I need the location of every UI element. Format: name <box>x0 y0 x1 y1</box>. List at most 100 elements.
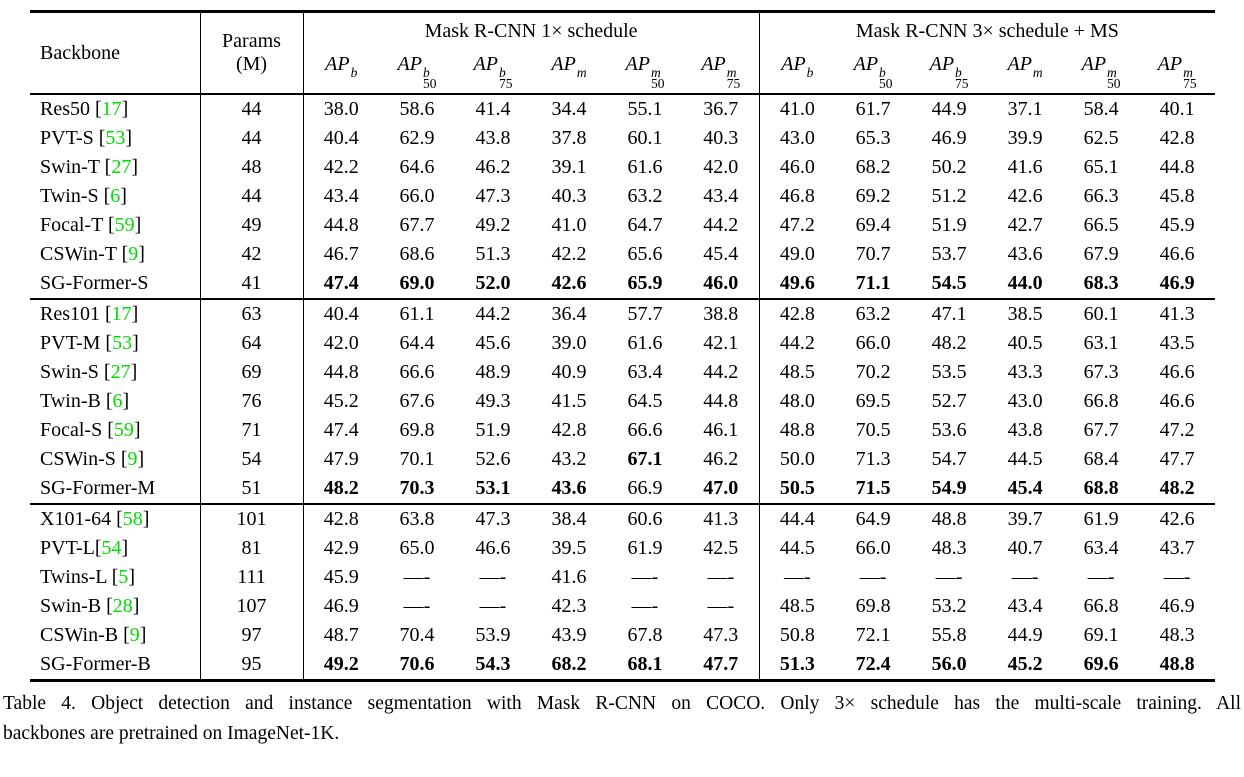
metric-cell: 61.1 <box>379 298 455 329</box>
metric-cell: 66.5 <box>1083 214 1119 236</box>
metric-cell: —- <box>403 595 431 617</box>
metric-cell: 42.2 <box>551 243 587 265</box>
backbone-cell: PVT-S [53] <box>30 124 201 153</box>
table-row: PVT-M [53] 64 42.0 64.4 45.6 39.0 61.6 42.1 44.2… <box>30 329 1215 358</box>
citation-link[interactable]: 54 <box>101 537 122 559</box>
metric-cell: 44.2 <box>455 298 531 329</box>
metric-header: AP b 50 <box>835 49 912 95</box>
citation-link[interactable]: 28 <box>112 595 133 617</box>
metric-cell: 43.7 <box>1159 537 1195 559</box>
metric-symbol: AP <box>781 53 806 75</box>
metric-cell: 65.9 <box>627 272 663 294</box>
citation-link[interactable]: 17 <box>101 98 122 120</box>
metric-cell: 48.8 <box>779 419 815 441</box>
metric-cell: 42.8 <box>759 298 836 329</box>
metric-cell: 39.5 <box>551 537 587 559</box>
metric-cell: 46.2 <box>475 156 511 178</box>
citation-link[interactable]: 27 <box>110 361 131 383</box>
metric-symbol: AP <box>701 53 726 75</box>
metric-symbol: AP <box>1081 53 1107 75</box>
metric-header: AP m <box>987 49 1064 95</box>
citation-link[interactable]: 17 <box>111 303 132 325</box>
metric-cell: —- <box>403 566 431 588</box>
schedule-3x-header: Mask R-CNN 3× schedule + MS <box>855 19 1119 42</box>
metric-subscript: 50 <box>879 76 893 91</box>
backbone-cell: Twins-L [5] <box>30 563 201 592</box>
metric-cell: 46.0 <box>779 156 815 178</box>
params-cell: 111 <box>200 563 304 592</box>
metric-cell: 60.6 <box>607 503 683 534</box>
metric-cell: 49.0 <box>779 243 815 265</box>
metric-cell: 69.4 <box>855 214 891 236</box>
metric-cell: 70.7 <box>855 243 891 265</box>
table-row: Twin-B [6] 76 45.2 67.6 49.3 41.5 64.5 44.8 48.0… <box>30 387 1215 416</box>
metric-cell: 44.2 <box>683 358 760 387</box>
table-row: Swin-B [28] 107 46.9 —- —- 42.3 —- —- 48.5 69.8 53… <box>30 592 1215 621</box>
citation-link[interactable]: 9 <box>128 243 139 265</box>
metric-sup-sub: b 75 <box>955 65 969 91</box>
table-row: X101-64 [58] 101 42.8 63.8 47.3 38.4 60.6 41.3 4… <box>30 503 1216 534</box>
citation-link[interactable]: 9 <box>129 624 140 646</box>
table-row: Res50 [17] 44 38.0 58.6 41.4 34.4 55.1 36.7 41.0… <box>30 94 1215 124</box>
metric-cell: 58.4 <box>1083 98 1119 120</box>
citation-link[interactable]: 58 <box>122 508 143 530</box>
metric-cell: 40.9 <box>551 361 587 383</box>
metric-cell: 40.3 <box>683 124 760 153</box>
metric-cell: 45.9 <box>1159 214 1195 236</box>
table-row: SG-Former-M 51 48.2 70.3 53.1 43.6 66.9 47.0 50.… <box>30 474 1215 504</box>
metric-cell: 53.9 <box>475 624 511 646</box>
citation-link[interactable]: 9 <box>127 448 138 470</box>
metric-cell: 37.8 <box>551 127 587 149</box>
metric-cell: 49.2 <box>475 214 511 236</box>
metric-cell: 47.7 <box>683 650 760 681</box>
metric-header: AP m 50 <box>1063 49 1140 95</box>
citation-link[interactable]: 53 <box>105 127 126 149</box>
metric-cell: 43.9 <box>551 624 587 646</box>
metric-symbol: AP <box>551 53 576 75</box>
backbone-cell: CSWin-B [9] <box>30 621 201 650</box>
metric-cell: 65.0 <box>399 537 435 559</box>
citation-link[interactable]: 59 <box>114 214 135 236</box>
metric-cell: 44.8 <box>323 214 359 236</box>
backbone-cell: Swin-B [28] <box>30 592 201 621</box>
metric-cell: 45.9 <box>323 566 359 588</box>
metric-cell: 51.9 <box>475 419 511 441</box>
metric-cell: 68.2 <box>551 653 587 675</box>
metric-superscript: b <box>422 65 430 80</box>
citation-link[interactable]: 6 <box>110 185 121 207</box>
metric-cell: 61.7 <box>855 98 891 120</box>
metric-sup-sub: m 50 <box>1107 66 1121 91</box>
metric-cell: 42.5 <box>683 534 760 563</box>
metric-cell: 41.0 <box>779 98 815 120</box>
metric-cell: 68.4 <box>1083 448 1119 470</box>
metric-cell: 38.5 <box>987 298 1064 329</box>
metric-sup-sub: m 75 <box>727 66 741 91</box>
metric-cell: 42.6 <box>551 272 587 294</box>
table-group: X101-64 [58] 101 42.8 63.8 47.3 38.4 60.6 41.3 4… <box>30 503 1216 681</box>
metric-cell: 48.2 <box>1159 477 1195 499</box>
metric-header: AP m 50 <box>607 49 683 95</box>
citation-link[interactable]: 5 <box>118 566 129 588</box>
table-row: Twins-L [5] 111 45.9 —- —- 41.6 —- —- —- —- —- —- —-… <box>30 563 1215 592</box>
metric-cell: 41.6 <box>1007 156 1043 178</box>
metric-cell: 62.5 <box>1083 127 1119 149</box>
metric-sup-sub: b 75 <box>499 66 513 91</box>
metric-symbol: AP <box>929 53 955 75</box>
metric-header: AP m 75 <box>683 49 760 95</box>
citation-link[interactable]: 53 <box>112 332 133 354</box>
params-cell: 44 <box>200 182 304 211</box>
metric-cell: 70.5 <box>855 419 891 441</box>
metric-cell: 64.7 <box>627 214 663 236</box>
backbone-cell: Swin-T [27] <box>30 153 201 182</box>
params-cell: 54 <box>200 445 304 474</box>
metric-cell: 68.1 <box>627 653 663 675</box>
metric-cell: 69.6 <box>1083 653 1119 675</box>
metric-cell: 47.1 <box>911 298 988 329</box>
citation-link[interactable]: 6 <box>112 390 123 412</box>
backbone-cell: Res50 [17] <box>30 94 201 124</box>
metric-symbol: AP <box>1157 53 1183 75</box>
citation-link[interactable]: 27 <box>111 156 132 178</box>
metric-cell: 42.0 <box>323 332 359 354</box>
metric-superscript: b <box>955 65 962 80</box>
citation-link[interactable]: 59 <box>113 419 134 441</box>
